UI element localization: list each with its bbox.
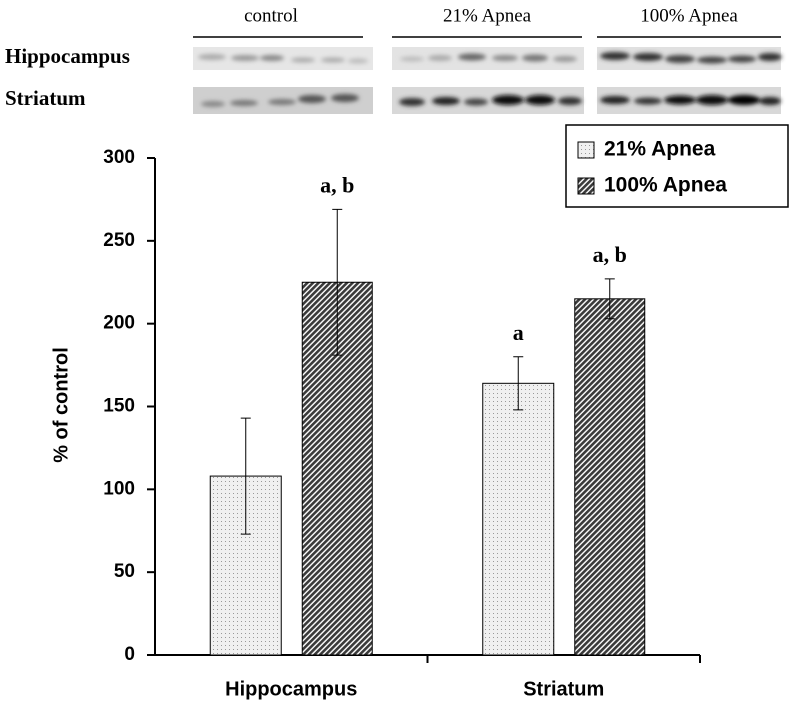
y-tick-label: 200	[103, 313, 135, 334]
blot-row-label: Hippocampus	[5, 44, 130, 68]
y-tick-label: 100	[103, 478, 135, 499]
blot-group-label: 100% Apnea	[640, 5, 738, 26]
y-tick-label: 300	[103, 147, 135, 168]
blot-group-label: 21% Apnea	[443, 5, 532, 26]
legend-swatch	[577, 141, 595, 159]
x-tick-label: Hippocampus	[225, 678, 357, 700]
blot-group-label: control	[244, 5, 298, 26]
legend-label: 100% Apnea	[604, 174, 727, 197]
legend-swatch	[577, 177, 595, 195]
y-axis-label: % of control	[50, 347, 72, 463]
error-bar	[604, 278, 615, 320]
bar	[482, 382, 555, 656]
error-bar	[332, 208, 343, 356]
significance-label: a, b	[320, 172, 354, 197]
legend-box	[565, 124, 789, 208]
blot-headers: control 21% Apnea 100% Apnea	[193, 5, 781, 38]
y-tick-label: 50	[114, 561, 135, 582]
significance-label: a, b	[593, 242, 627, 267]
y-tick-label: 150	[103, 396, 135, 417]
error-bar	[513, 356, 524, 411]
y-tick-label: 0	[124, 644, 135, 665]
blot-row-label: Striatum	[5, 86, 86, 110]
x-tick-label: Striatum	[523, 678, 604, 700]
y-tick-label: 250	[103, 230, 135, 251]
legend-label: 21% Apnea	[604, 138, 716, 161]
significance-label: a	[513, 320, 524, 345]
blot-bands	[198, 52, 782, 107]
blot-images	[193, 47, 782, 114]
error-bar	[240, 417, 251, 535]
bar	[574, 298, 646, 656]
blot-strip	[392, 47, 584, 70]
